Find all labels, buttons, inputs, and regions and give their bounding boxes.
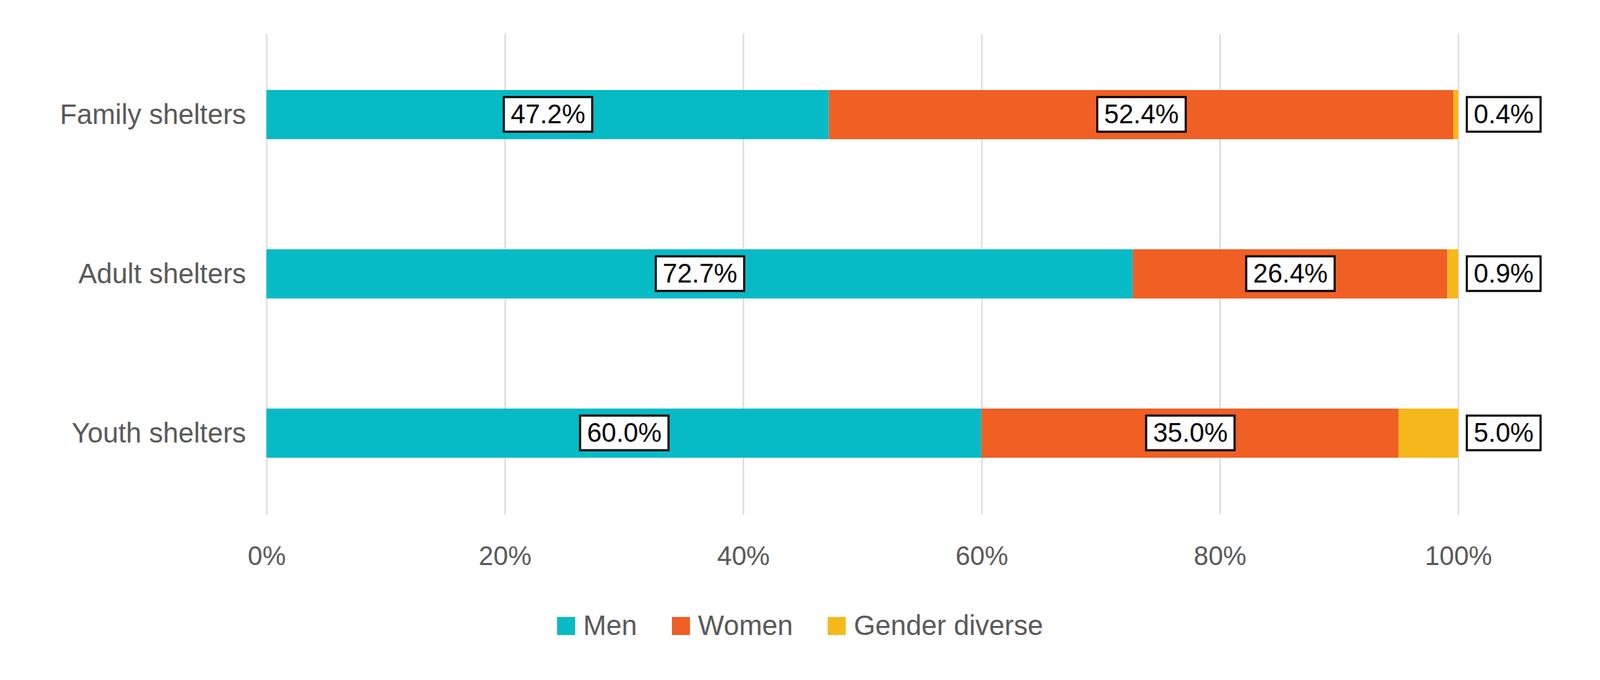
- html-text:Women: Women: [697, 609, 793, 641]
- svg-text:60.0%: 60.0%: [586, 417, 662, 448]
- svg-text:5.0%: 5.0%: [1474, 417, 1535, 448]
- svg-text:60%: 60%: [955, 541, 1009, 571]
- svg-text:0%: 0%: [247, 541, 286, 571]
- svg-text:52.4%: 52.4%: [1104, 99, 1180, 129]
- svg-text:35.0%: 35.0%: [1152, 417, 1228, 448]
- svg-text:100%: 100%: [1424, 541, 1493, 571]
- svg-text:80%: 80%: [1193, 541, 1247, 571]
- svg-text:47.2%: 47.2%: [510, 99, 586, 129]
- html-text:Gender diverse: Gender diverse: [853, 609, 1044, 641]
- html-text:Men: Men: [583, 609, 638, 641]
- svg-text:Youth shelters: Youth shelters: [71, 417, 246, 448]
- svg-text:26.4%: 26.4%: [1253, 258, 1329, 288]
- svg-text:0.4%: 0.4%: [1474, 99, 1535, 129]
- svg-text:Adult shelters: Adult shelters: [78, 258, 246, 289]
- svg-text:20%: 20%: [478, 541, 532, 571]
- svg-text:40%: 40%: [716, 541, 770, 571]
- svg-text:0.9%: 0.9%: [1474, 258, 1535, 288]
- svg-text:Family shelters: Family shelters: [60, 98, 247, 130]
- svg-text:72.7%: 72.7%: [662, 258, 738, 288]
